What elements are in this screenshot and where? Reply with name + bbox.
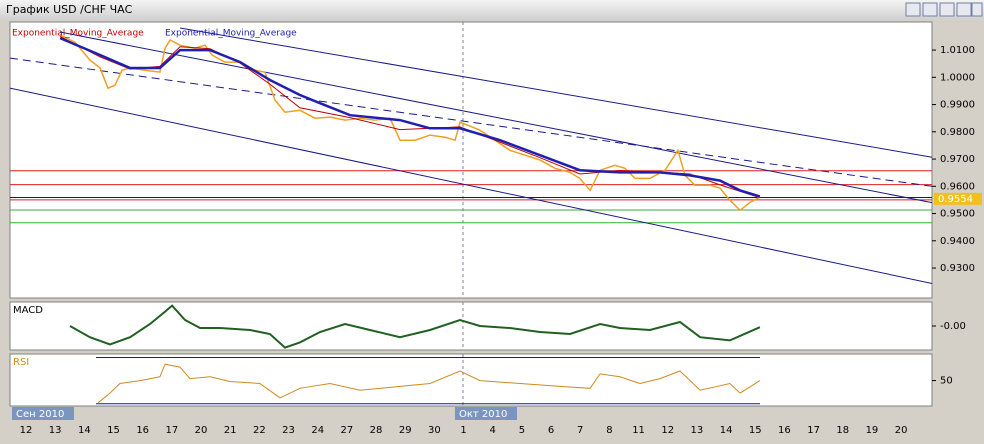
- x-tick-label: 15: [107, 425, 120, 436]
- tile-button[interactable]: [922, 2, 938, 17]
- x-tick-label: 8: [606, 425, 612, 436]
- x-tick-label: 4: [490, 425, 496, 436]
- x-tick-label: 1: [460, 425, 466, 436]
- legend-entry: Exponential_Moving_Average: [165, 29, 297, 39]
- x-tick-label: 17: [165, 425, 178, 436]
- y-tick-label: 0.9700: [940, 154, 975, 165]
- y-tick-label: 1.0100: [940, 45, 975, 56]
- x-tick-label: 20: [195, 425, 208, 436]
- x-tick-label: 21: [224, 425, 237, 436]
- x-tick-label: 24: [311, 425, 324, 436]
- pane-title: MACD: [13, 305, 43, 316]
- series-line: [97, 363, 761, 404]
- month-label: Окт 2010: [459, 409, 507, 420]
- x-tick-label: 6: [548, 425, 554, 436]
- series-line: [59, 36, 761, 198]
- y-tick-label: 0.9300: [940, 263, 975, 274]
- series-line: [59, 34, 761, 212]
- y-tick-label: 50: [940, 376, 953, 387]
- y-tick-label: 0.9600: [940, 181, 975, 192]
- window-buttons[interactable]: [905, 2, 983, 17]
- y-tick-label: 0.9500: [940, 209, 975, 220]
- x-tick-label: 17: [807, 425, 820, 436]
- x-tick-label: 12: [20, 425, 33, 436]
- x-tick-label: 22: [253, 425, 266, 436]
- window-title: График USD /CHF ЧАС: [6, 3, 133, 16]
- x-tick-label: 12: [661, 425, 674, 436]
- x-tick-label: 7: [577, 425, 583, 436]
- x-tick-label: 13: [49, 425, 62, 436]
- x-tick-label: 19: [866, 425, 879, 436]
- x-tick-label: 5: [519, 425, 525, 436]
- x-tick-label: 28: [370, 425, 383, 436]
- x-tick-label: 14: [78, 425, 91, 436]
- month-box: [455, 407, 517, 420]
- pane-title: RSI: [13, 357, 29, 368]
- pane-bg: [9, 301, 933, 351]
- x-tick-label: 11: [632, 425, 645, 436]
- x-tick-label: 16: [136, 425, 149, 436]
- price-tag-label: 0.9554: [938, 194, 973, 205]
- month-box: [12, 407, 74, 420]
- y-tick-label: 1.0000: [940, 72, 975, 83]
- trend-line: [60, 31, 933, 204]
- x-tick-label: 14: [720, 425, 733, 436]
- x-tick-label: 29: [399, 425, 412, 436]
- x-tick-label: 15: [749, 425, 762, 436]
- x-tick-label: 13: [691, 425, 704, 436]
- restore-button[interactable]: [956, 2, 972, 17]
- x-tick-label: 16: [778, 425, 791, 436]
- legend-entry: Exponential_Moving_Average: [12, 29, 144, 39]
- trend-line: [9, 87, 933, 284]
- x-tick-label: 20: [895, 425, 908, 436]
- month-label: Сен 2010: [16, 409, 64, 420]
- minimize-button[interactable]: [939, 2, 955, 17]
- pane-bg: [9, 21, 933, 299]
- help-button[interactable]: [905, 2, 921, 17]
- y-tick-label: 0.9900: [940, 100, 975, 111]
- y-tick-label: -0.00: [940, 321, 966, 332]
- x-tick-label: 18: [836, 425, 849, 436]
- y-tick-label: 0.9800: [940, 127, 975, 138]
- series-line: [69, 304, 761, 349]
- trend-line: [179, 27, 933, 158]
- x-tick-label: 27: [341, 425, 354, 436]
- title-bar: [0, 0, 984, 20]
- x-tick-label: 23: [282, 425, 295, 436]
- pane-bg: [9, 353, 933, 407]
- close-button[interactable]: [971, 2, 983, 17]
- y-tick-label: 0.9400: [940, 236, 975, 247]
- x-tick-label: 30: [428, 425, 441, 436]
- price-tag: [934, 192, 982, 205]
